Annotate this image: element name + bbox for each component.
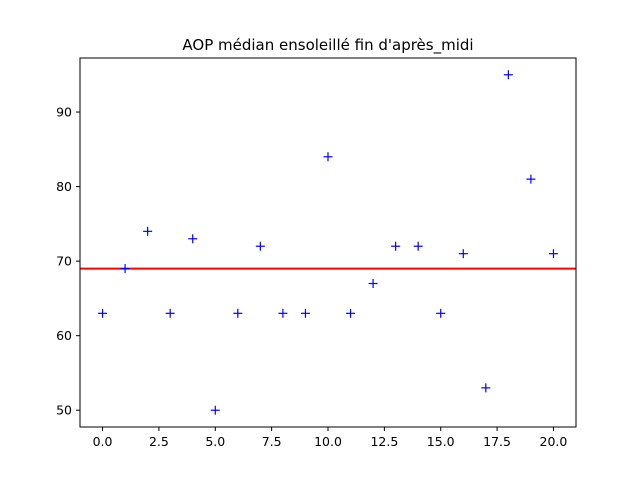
- data-point: [98, 308, 108, 318]
- x-tick-label: 7.5: [262, 434, 282, 449]
- data-point: [436, 308, 446, 318]
- data-point: [391, 241, 401, 251]
- data-point: [165, 308, 175, 318]
- data-point: [526, 174, 536, 184]
- y-tick-label: 70: [56, 254, 72, 269]
- data-point: [233, 308, 243, 318]
- data-point: [413, 241, 423, 251]
- data-point: [503, 70, 513, 80]
- x-axis: 0.0 2.5 5.0 7.5 10.0 12.5 15.0 17.5 20.0: [93, 427, 568, 449]
- data-point: [278, 308, 288, 318]
- y-tick-label: 80: [56, 179, 72, 194]
- plot-frame: [79, 57, 577, 428]
- data-point: [188, 234, 198, 244]
- y-axis: 50 60 70 80 90: [56, 105, 80, 418]
- x-tick-label: 0.0: [93, 434, 113, 449]
- data-point: [210, 405, 220, 415]
- data-point: [120, 264, 130, 274]
- data-point: [548, 249, 558, 259]
- x-tick-label: 2.5: [149, 434, 169, 449]
- x-tick-label: 5.0: [205, 434, 225, 449]
- x-tick-label: 17.5: [483, 434, 511, 449]
- data-point: [255, 241, 265, 251]
- x-tick-label: 20.0: [540, 434, 568, 449]
- x-tick-label: 15.0: [427, 434, 455, 449]
- data-point: [346, 308, 356, 318]
- data-point: [300, 308, 310, 318]
- data-point: [143, 226, 153, 236]
- y-tick-label: 60: [56, 328, 72, 343]
- data-point: [323, 152, 333, 162]
- plot-area: [79, 57, 577, 428]
- y-tick-label: 90: [56, 105, 72, 120]
- data-point: [458, 249, 468, 259]
- data-point: [368, 279, 378, 288]
- y-tick-label: 50: [56, 403, 72, 418]
- x-tick-label: 10.0: [314, 434, 342, 449]
- chart-title: AOP médian ensoleillé fin d'après_midi: [182, 36, 473, 55]
- x-tick-label: 12.5: [370, 434, 398, 449]
- data-point: [481, 383, 491, 393]
